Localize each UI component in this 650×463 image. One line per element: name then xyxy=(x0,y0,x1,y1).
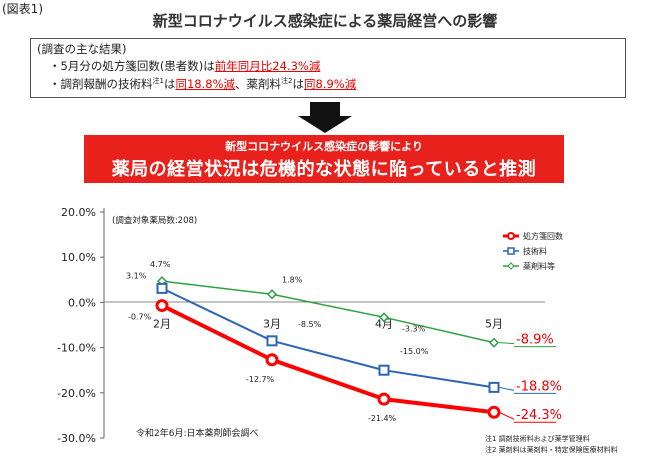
finding-tech-fee-value: 同18.8%減 xyxy=(175,77,236,91)
data-point xyxy=(156,282,168,294)
value-label-final: -8.9% xyxy=(516,333,554,348)
y-tick-label: 10.0% xyxy=(61,251,96,264)
legend-marker xyxy=(507,262,515,270)
data-point xyxy=(488,337,500,348)
note1-marker: 注1 xyxy=(152,77,164,86)
value-label: -0.7% xyxy=(128,313,152,322)
value-label-final: -18.8% xyxy=(516,379,562,394)
callout-leader xyxy=(498,386,515,391)
data-point xyxy=(155,299,169,313)
legend-marker xyxy=(507,247,515,255)
value-label: 1.8% xyxy=(282,275,303,284)
data-point xyxy=(266,335,278,347)
x-category-label: 5月 xyxy=(485,317,503,330)
source-note: 令和2年6月:日本薬剤師会調べ xyxy=(136,427,259,439)
figure-label: (図表1) xyxy=(2,2,43,16)
note-1: 注1 調剤技術料および薬学管理料 xyxy=(485,434,590,443)
finding-drug-fee-value: 同8.9%減 xyxy=(303,77,357,91)
y-tick-label: 0.0% xyxy=(68,296,96,309)
y-tick-label: -10.0% xyxy=(57,342,96,355)
finding-prescriptions: ・5月分の処方箋回数(患者数)は前年同月比24.3%減 xyxy=(49,58,320,74)
banner-subtitle: 新型コロナウイルス感染症の影響により xyxy=(225,140,423,153)
note-2: 注2 薬剤料は薬剤料・特定保険医療材料料 xyxy=(485,445,618,454)
findings-box: (調査の主な結果) ・5月分の処方箋回数(患者数)は前年同月比24.3%減 ・調… xyxy=(30,38,626,98)
page-title: 新型コロナウイルス感染症による薬局経営への影響 xyxy=(152,12,498,30)
finding-fees-text: ・調剤報酬の技術料 xyxy=(49,77,153,91)
legend-label: 処方箋回数 xyxy=(523,231,563,241)
sample-note: (調査対象薬局数:208) xyxy=(112,215,197,226)
finding-fees: ・調剤報酬の技術料注1は同18.8%減、薬剤料注2は同8.9%減 xyxy=(49,76,356,92)
down-arrow-icon xyxy=(298,102,352,133)
findings-heading: (調査の主な結果) xyxy=(37,42,127,56)
note2-marker: 注2 xyxy=(281,77,293,86)
legend-label: 薬剤料等 xyxy=(523,261,555,271)
data-point xyxy=(378,312,390,323)
x-category-label: 2月 xyxy=(153,317,171,330)
data-point xyxy=(265,353,279,367)
series-line xyxy=(161,280,495,344)
finding-fees-particle: は xyxy=(163,77,176,91)
y-tick-label: -20.0% xyxy=(57,387,96,400)
value-label: -15.0% xyxy=(400,347,429,356)
finding-prescriptions-text: ・5月分の処方箋回数(患者数)は xyxy=(49,59,215,73)
callout-leader xyxy=(498,411,515,420)
data-point xyxy=(377,392,391,406)
value-label: 4.7% xyxy=(150,260,171,269)
y-tick-label: 20.0% xyxy=(61,206,96,219)
value-label: -12.7% xyxy=(246,375,275,384)
x-category-label: 4月 xyxy=(375,317,393,330)
finding-prescriptions-value: 前年同月比24.3%減 xyxy=(214,59,321,73)
data-point xyxy=(266,289,278,300)
series-line xyxy=(161,303,495,415)
series-line xyxy=(161,287,495,389)
banner-headline: 薬局の経営状況は危機的な状態に陥っていると推測 xyxy=(111,159,537,180)
finding-drug-particle: は xyxy=(292,77,304,91)
finding-drug-text: 、薬剤料 xyxy=(235,77,282,91)
value-label-final: -24.3% xyxy=(516,408,562,423)
data-point xyxy=(487,405,501,419)
conclusion-banner: 新型コロナウイルス感染症の影響により 薬局の経営状況は危機的な状態に陥っていると… xyxy=(84,135,564,183)
data-point xyxy=(488,381,500,393)
legend-marker xyxy=(507,232,515,240)
value-label: -21.4% xyxy=(368,414,397,423)
legend-label: 技術料 xyxy=(523,246,547,256)
data-point xyxy=(378,364,390,376)
callout-leader xyxy=(498,342,515,345)
y-tick-label: -30.0% xyxy=(57,432,96,445)
value-label: 3.1% xyxy=(126,271,147,280)
x-category-label: 3月 xyxy=(263,317,281,330)
value-label: -3.3% xyxy=(402,324,426,333)
value-label: -8.5% xyxy=(298,320,322,329)
